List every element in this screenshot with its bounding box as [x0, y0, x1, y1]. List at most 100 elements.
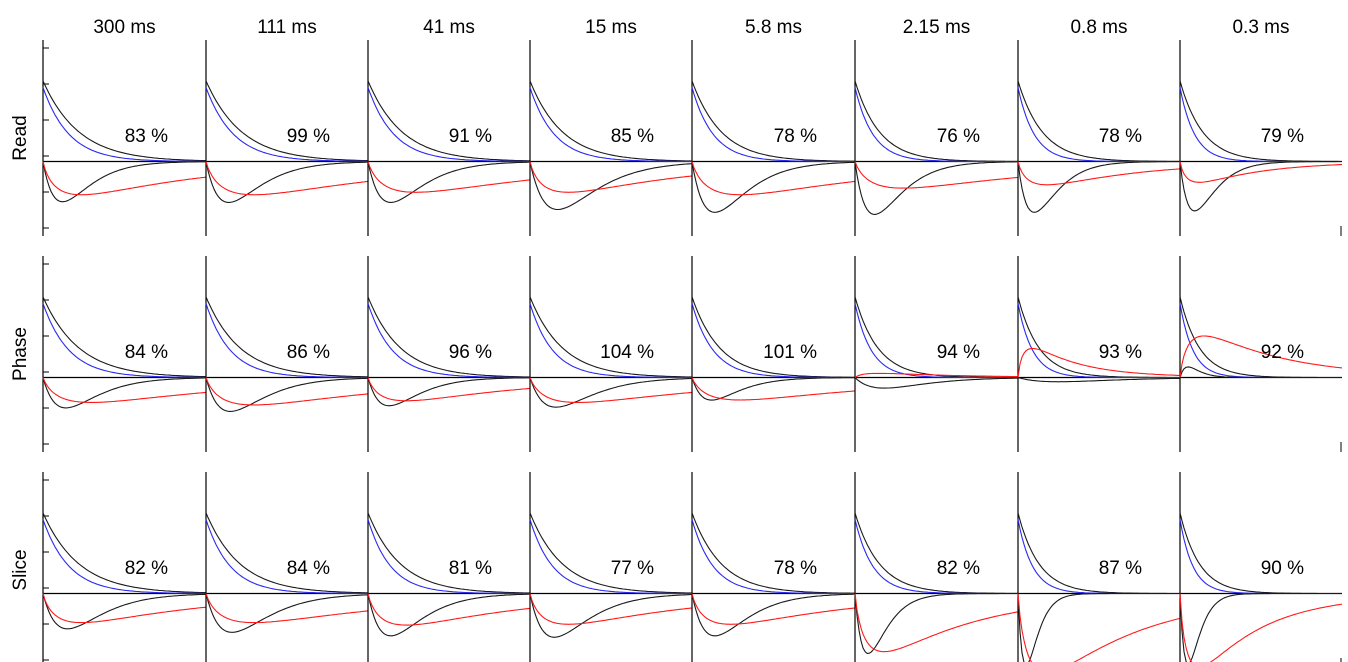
series-upper-black — [205, 80, 369, 162]
series-red — [1179, 335, 1343, 378]
percentage-label: 78 % — [774, 558, 817, 579]
panel-read-7: 79 % — [1179, 40, 1342, 236]
series-upper-black — [854, 512, 1018, 594]
percentage-label: 82 % — [125, 558, 168, 579]
series-red — [367, 161, 531, 193]
percentage-label: 76 % — [937, 126, 980, 147]
percentage-label: 87 % — [1099, 558, 1142, 579]
percentage-label: 104 % — [600, 342, 654, 363]
percentage-label: 90 % — [1261, 558, 1304, 579]
series-blue — [205, 519, 368, 594]
series-upper-black — [691, 80, 855, 162]
series-red — [1179, 161, 1342, 183]
series-red — [529, 161, 693, 193]
series-red — [1017, 593, 1181, 662]
panel-slice-7: 90 % — [1179, 472, 1343, 662]
percentage-label: 81 % — [449, 558, 492, 579]
column-header-5: 2.15 ms — [903, 17, 971, 38]
series-lower-black — [854, 377, 1019, 389]
series-red — [42, 161, 207, 196]
panel-slice-5: 82 % — [854, 472, 1019, 662]
series-blue — [205, 303, 368, 378]
series-red — [205, 161, 369, 196]
series-lower-black — [1017, 161, 1180, 213]
series-blue — [1179, 87, 1342, 163]
series-blue — [529, 303, 692, 379]
row-label-phase: Phase — [10, 327, 31, 381]
percentage-label: 78 % — [1099, 126, 1142, 147]
series-upper-black — [691, 512, 855, 594]
series-lower-black — [691, 377, 856, 401]
series-blue — [1179, 303, 1342, 379]
series-blue — [854, 87, 1018, 163]
panel-read-4: 78 % — [691, 40, 856, 236]
series-lower-black — [854, 592, 1018, 654]
series-lower-black — [529, 377, 693, 408]
series-lower-black — [691, 593, 855, 637]
row-labels: Read Phase Slice — [10, 115, 31, 590]
series-blue — [691, 303, 855, 379]
series-lower-black — [1017, 592, 1180, 662]
percentage-label: 94 % — [937, 342, 980, 363]
percentage-label: 77 % — [611, 558, 654, 579]
series-red — [854, 593, 1019, 653]
series-upper-black — [854, 296, 1018, 379]
percentage-label: 84 % — [125, 342, 168, 363]
percentage-label: 82 % — [937, 558, 980, 579]
series-upper-black — [529, 296, 693, 378]
column-header-1: 111 ms — [257, 17, 317, 38]
series-upper-black — [691, 296, 855, 378]
series-upper-black — [1179, 296, 1342, 379]
panel-phase-2: 96 % — [367, 256, 531, 452]
series-upper-black — [854, 80, 1018, 162]
series-lower-black — [205, 161, 369, 203]
percentage-label: 84 % — [287, 558, 330, 579]
series-upper-black — [205, 296, 368, 378]
series-upper-black — [367, 80, 530, 162]
series-blue — [529, 87, 692, 162]
series-red — [854, 372, 1019, 378]
column-header-7: 0.3 ms — [1232, 17, 1289, 38]
y-ticks-row-1 — [43, 263, 1342, 452]
column-headers: 300 ms 111 ms 41 ms 15 ms 5.8 ms 2.15 ms 0.8 m… — [93, 17, 1289, 38]
panel-read-3: 85 % — [529, 40, 693, 236]
series-lower-black — [367, 377, 530, 407]
panel-phase-1: 86 % — [205, 256, 369, 452]
series-lower-black — [42, 161, 207, 203]
series-lower-black — [42, 593, 207, 630]
panel-slice-1: 84 % — [205, 472, 369, 662]
series-blue — [1017, 303, 1180, 379]
column-header-3: 15 ms — [585, 17, 637, 38]
series-upper-black — [42, 512, 207, 594]
series-lower-black — [529, 593, 693, 638]
panels-grid: 83 % 99 % 91 % 85 % 78 % 76 % 78 % 79 % 84 % 86 %… — [42, 40, 1343, 662]
series-red — [1017, 347, 1180, 378]
series-red — [42, 377, 207, 403]
series-blue — [367, 303, 530, 378]
series-red — [529, 377, 693, 403]
panel-phase-4: 101 % — [691, 256, 856, 452]
series-blue — [367, 87, 530, 162]
panel-slice-4: 78 % — [691, 472, 856, 662]
series-lower-black — [42, 377, 206, 409]
series-blue — [1017, 519, 1180, 595]
percentage-label: 85 % — [611, 126, 654, 147]
series-blue — [854, 519, 1018, 595]
series-upper-black — [1017, 80, 1180, 162]
series-upper-black — [529, 512, 693, 594]
series-red — [367, 593, 531, 626]
series-red — [691, 377, 856, 401]
series-upper-black — [1017, 512, 1180, 595]
column-header-4: 5.8 ms — [745, 17, 802, 38]
series-blue — [1179, 519, 1342, 595]
series-red — [1179, 593, 1343, 662]
percentage-label: 99 % — [287, 126, 330, 147]
panel-read-5: 76 % — [854, 40, 1019, 236]
panel-slice-3: 77 % — [529, 472, 693, 662]
panel-slice-2: 81 % — [367, 472, 531, 662]
column-header-6: 0.8 ms — [1070, 17, 1127, 38]
panel-phase-7: 92 % — [1179, 256, 1343, 452]
series-blue — [854, 303, 1018, 379]
column-header-2: 41 ms — [423, 17, 475, 38]
series-blue — [42, 519, 206, 594]
